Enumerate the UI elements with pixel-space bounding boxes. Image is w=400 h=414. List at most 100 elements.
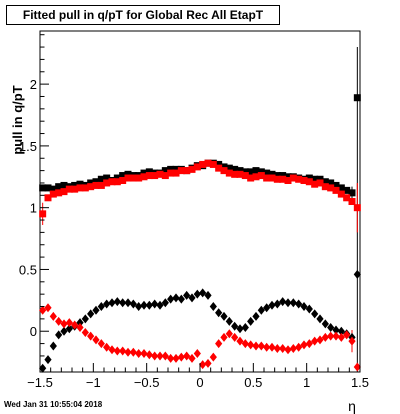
data-point <box>343 194 351 202</box>
data-point <box>60 326 68 336</box>
data-point <box>327 323 335 333</box>
chart-title: Fitted pull in q/pT for Global Rec All E… <box>6 5 280 25</box>
data-point <box>172 293 180 303</box>
data-point <box>321 332 329 342</box>
data-point <box>220 167 228 175</box>
data-point <box>263 303 271 313</box>
data-point <box>65 324 73 334</box>
data-point <box>97 302 105 312</box>
data-point <box>177 167 185 175</box>
data-point <box>204 358 212 368</box>
data-point <box>236 336 244 346</box>
data-point <box>204 290 212 300</box>
data-point <box>49 185 57 193</box>
data-point <box>103 174 111 182</box>
series-2 <box>39 159 361 218</box>
data-point <box>188 165 196 173</box>
data-point <box>241 168 249 176</box>
data-point <box>199 288 207 298</box>
data-point <box>167 165 175 173</box>
data-point <box>300 340 308 350</box>
data-point <box>161 351 169 361</box>
data-point <box>92 335 100 345</box>
data-point <box>231 332 239 342</box>
series-3 <box>39 269 361 373</box>
data-point <box>215 164 223 172</box>
data-point <box>337 190 345 198</box>
data-point <box>231 165 239 173</box>
data-point <box>247 316 255 326</box>
data-point <box>295 342 303 352</box>
data-point <box>295 299 303 309</box>
data-point <box>353 362 361 372</box>
data-point <box>44 355 52 365</box>
data-point <box>81 327 89 337</box>
data-point <box>268 170 276 178</box>
data-point <box>316 175 324 183</box>
data-point <box>289 174 297 182</box>
data-point <box>44 184 52 192</box>
x-tick-label: −0.5 <box>134 375 160 390</box>
data-point <box>305 304 313 314</box>
data-point <box>183 290 191 300</box>
error-bars <box>42 47 358 372</box>
data-point <box>103 179 111 187</box>
data-point <box>199 160 207 168</box>
data-point <box>124 347 132 357</box>
x-axis-ticks: −1.5 −1 −0.5 0 0.5 1 1.5 <box>27 363 369 390</box>
data-point <box>49 311 57 321</box>
data-point <box>103 342 111 352</box>
x-tick-label: 0.5 <box>244 375 262 390</box>
data-point <box>343 330 351 340</box>
data-point <box>151 299 159 309</box>
data-point <box>289 344 297 354</box>
data-point <box>316 335 324 345</box>
data-point <box>92 178 100 186</box>
data-point <box>92 181 100 189</box>
data-point <box>92 305 100 315</box>
data-point <box>193 348 201 358</box>
data-point <box>279 172 287 180</box>
data-point <box>284 176 292 184</box>
data-point <box>327 179 335 187</box>
x-tick-label: 1 <box>303 375 310 390</box>
data-point <box>44 303 52 313</box>
data-point <box>119 176 127 184</box>
data-point <box>247 174 255 182</box>
data-point <box>343 186 351 194</box>
data-point <box>193 289 201 299</box>
data-point <box>161 298 169 308</box>
data-point <box>263 342 271 352</box>
data-point <box>97 175 105 183</box>
data-point <box>252 341 260 351</box>
data-point <box>129 347 137 357</box>
data-point <box>305 174 313 182</box>
data-point <box>289 298 297 308</box>
data-point <box>337 332 345 342</box>
data-point <box>332 331 340 341</box>
data-point <box>129 174 137 182</box>
data-point <box>204 159 212 167</box>
data-point <box>151 172 159 180</box>
data-point <box>87 179 95 187</box>
data-point <box>327 184 335 192</box>
data-point <box>60 319 68 329</box>
data-point <box>71 181 79 189</box>
data-point <box>55 189 63 197</box>
data-point <box>140 300 148 310</box>
data-point <box>268 174 276 182</box>
data-point <box>300 302 308 312</box>
data-point <box>124 170 132 178</box>
data-point <box>284 345 292 355</box>
x-tick-label: 0 <box>196 375 203 390</box>
data-point <box>124 298 132 308</box>
data-point <box>327 331 335 341</box>
y-tick-label: 0.5 <box>19 262 37 277</box>
data-point <box>252 167 260 175</box>
data-point <box>236 324 244 334</box>
data-point <box>156 170 164 178</box>
data-point <box>220 163 228 171</box>
data-point <box>124 174 132 182</box>
data-point <box>209 352 217 362</box>
